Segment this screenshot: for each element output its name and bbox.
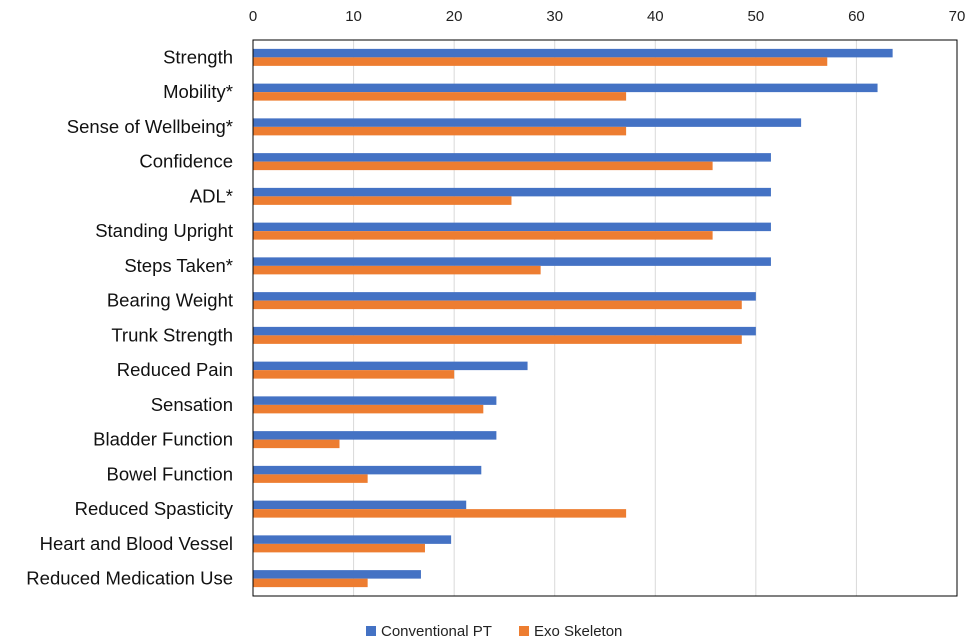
category-label: Bladder Function [93,429,233,450]
category-label: Heart and Blood Vessel [40,533,233,554]
category-label: Sense of Wellbeing* [67,116,233,137]
category-label: Trunk Strength [111,324,233,345]
legend-label-conventional-pt: Conventional PT [381,623,492,640]
bar-exo-skeleton [253,439,340,449]
bar-exo-skeleton [253,474,368,483]
category-label: Steps Taken* [124,255,233,276]
bar-exo-skeleton [253,404,484,414]
category-label: Confidence [139,151,233,172]
x-tick-label: 50 [748,8,765,25]
category-label: Reduced Medication Use [26,568,233,589]
x-tick-label: 0 [249,8,257,25]
category-label: Bowel Function [107,463,233,484]
category-label: Reduced Pain [117,359,233,380]
bar-conventional-pt [253,83,878,93]
bar-exo-skeleton [253,543,425,553]
bar-conventional-pt [253,500,467,510]
bar-conventional-pt [253,187,771,197]
bar-conventional-pt [253,535,452,544]
bar-conventional-pt [253,396,497,405]
bar-conventional-pt [253,222,771,232]
bar-conventional-pt [253,292,756,301]
bar-exo-skeleton [253,335,742,344]
legend-label-exo-skeleton: Exo Skeleton [534,623,622,640]
legend-swatch-conventional-pt [366,626,376,636]
bar-exo-skeleton [253,161,713,171]
bar-exo-skeleton [253,231,713,240]
category-label: Strength [163,46,233,67]
category-label: Bearing Weight [107,290,233,311]
plot-frame [252,39,958,597]
legend: Conventional PT Exo Skeleton [366,623,622,640]
bar-exo-skeleton [253,509,627,518]
bars [253,48,893,588]
bar-exo-skeleton [253,57,828,66]
bar-conventional-pt [253,48,893,58]
bar-exo-skeleton [253,92,627,101]
category-labels: Strength Mobility* Sense of Wellbeing* Conf… [26,46,233,588]
bar-exo-skeleton [253,300,742,310]
x-tick-label: 60 [848,8,865,25]
bar-conventional-pt [253,570,421,579]
category-label: Sensation [151,394,233,415]
bar-exo-skeleton [253,196,512,205]
bar-conventional-pt [253,465,482,475]
bar-conventional-pt [253,153,771,162]
bar-exo-skeleton [253,578,368,588]
x-tick-label: 70 [949,8,966,25]
x-tick-label: 10 [345,8,362,25]
bar-conventional-pt [253,118,802,127]
x-tick-label: 30 [546,8,563,25]
bar-exo-skeleton [253,265,541,275]
bar-conventional-pt [253,257,771,266]
category-label: Mobility* [163,81,233,102]
bar-exo-skeleton [253,126,627,136]
bar-conventional-pt [253,361,528,371]
category-label: Reduced Spasticity [75,498,234,519]
legend-swatch-exo-skeleton [519,626,529,636]
bar-exo-skeleton [253,370,455,379]
bar-conventional-pt [253,431,497,440]
bar-conventional-pt [253,326,756,336]
x-axis-ticks: 0 10 20 30 40 50 60 70 [249,8,966,25]
x-tick-label: 40 [647,8,664,25]
category-label: ADL* [190,185,233,206]
category-label: Standing Upright [95,220,233,241]
x-tick-label: 20 [446,8,463,25]
